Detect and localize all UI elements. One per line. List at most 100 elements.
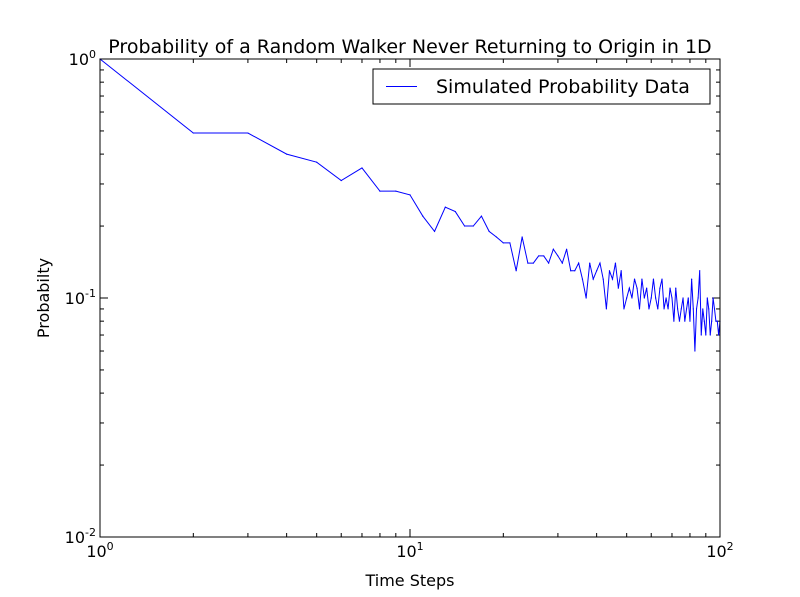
data-point (665, 297, 667, 299)
data-point (617, 287, 619, 289)
x-axis-label: Time Steps (364, 571, 454, 590)
data-point (675, 287, 677, 289)
y-tick-label: 100 (69, 48, 96, 69)
data-point (316, 161, 318, 163)
data-point (592, 278, 594, 280)
data-point (663, 308, 665, 310)
data-point (557, 255, 559, 257)
data-point (626, 297, 628, 299)
data-point (695, 308, 698, 310)
data-point (684, 320, 686, 322)
data-point (636, 287, 638, 289)
data-point (633, 278, 636, 280)
data-point (687, 297, 689, 299)
y-tick-labels: 10-2 10-1 100 (65, 48, 96, 547)
data-point (685, 308, 688, 310)
data-point (677, 308, 679, 310)
data-point (628, 287, 630, 289)
data-point (532, 262, 534, 264)
data-point (548, 262, 550, 264)
y-tick-label: 10-1 (65, 287, 96, 308)
data-point (247, 132, 249, 134)
data-point (667, 308, 669, 310)
data-point (708, 308, 710, 310)
data-point (596, 270, 598, 272)
data-point (699, 270, 701, 272)
data-point (614, 262, 617, 264)
data-point (463, 225, 466, 227)
data-point (409, 194, 411, 196)
data-point (697, 297, 699, 299)
data-point (340, 179, 342, 182)
data-point (538, 255, 540, 257)
data-point (669, 287, 671, 289)
data-point (515, 270, 517, 272)
data-point (680, 308, 682, 310)
legend-entry-label: Simulated Probability Data (436, 76, 690, 98)
data-point (692, 308, 694, 310)
data-point (655, 297, 657, 299)
data-point (638, 308, 641, 310)
data-point (671, 297, 673, 299)
data-point (689, 320, 691, 322)
data-point (694, 350, 696, 352)
data-point (602, 278, 604, 280)
data-point (480, 215, 483, 217)
minor-ticks (100, 59, 720, 537)
legend-box (372, 68, 711, 105)
data-point (682, 297, 684, 299)
data-point (703, 320, 705, 322)
data-point (641, 278, 643, 280)
x-tick-label: 102 (706, 540, 733, 561)
data-point (589, 262, 591, 264)
data-point (581, 278, 584, 280)
y-axis-label: Probabilty (34, 258, 53, 338)
plot-frame (99, 58, 721, 538)
data-point (711, 320, 713, 322)
data-point (585, 297, 587, 299)
data-point (657, 308, 659, 310)
data-point (472, 225, 474, 227)
data-point (433, 230, 436, 232)
data-point (623, 308, 625, 310)
data-point (646, 287, 648, 289)
data-point (709, 334, 711, 336)
data-point (561, 262, 563, 264)
data-point (521, 236, 523, 238)
data-point (552, 248, 554, 250)
plot-area (99, 58, 721, 538)
x-tick-label: 100 (86, 540, 113, 561)
data-point (631, 297, 633, 299)
data-point (543, 255, 545, 257)
data-point (361, 167, 363, 169)
data-point (379, 190, 381, 192)
data-point (706, 297, 708, 299)
data-point (673, 320, 675, 322)
legend: Simulated Probability Data (372, 68, 711, 105)
data-point (599, 262, 601, 264)
data-point (705, 334, 707, 336)
data-point (661, 278, 663, 280)
data-point (718, 334, 720, 336)
data-point (502, 242, 504, 244)
data-point (444, 206, 446, 208)
data-point (527, 262, 529, 264)
data-point (702, 308, 704, 310)
data-point (716, 320, 718, 322)
data-point (395, 190, 397, 192)
data-point (650, 297, 652, 299)
data-point (608, 270, 611, 272)
x-tick-labels: 100 101 102 (86, 540, 733, 561)
data-point (700, 334, 702, 336)
data-point (454, 210, 456, 213)
data-point (574, 270, 576, 272)
data-point (422, 215, 424, 217)
data-point (648, 308, 650, 310)
data-point (712, 297, 714, 299)
data-point (643, 297, 645, 299)
y-tick-label: 10-2 (65, 526, 96, 547)
data-point (659, 287, 661, 289)
data-point (570, 270, 572, 272)
data-point (691, 278, 693, 280)
